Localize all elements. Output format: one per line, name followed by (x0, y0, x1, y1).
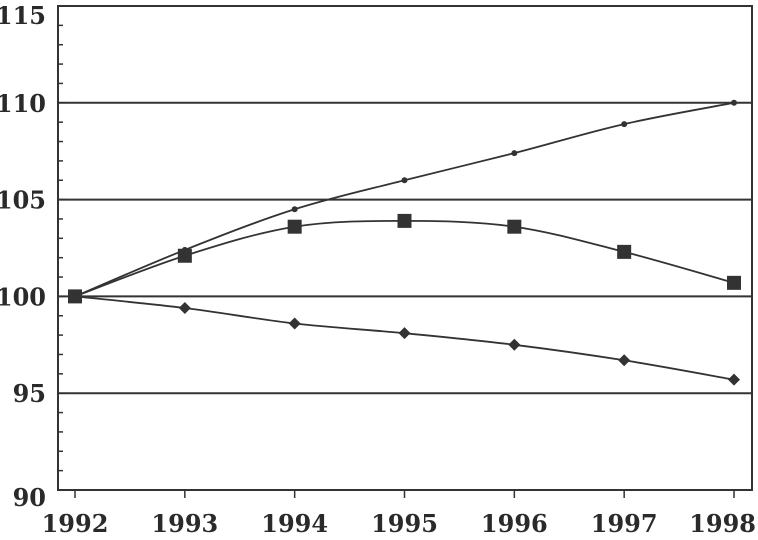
y-tick-label-95: 95 (13, 379, 46, 408)
x-tick-label-1998: 1998 (689, 509, 756, 538)
x-tick-label-1997: 1997 (591, 509, 658, 538)
data-point-dot-1996 (511, 150, 518, 157)
y-tick-label-110: 110 (0, 89, 46, 118)
data-point-square-1993 (177, 248, 192, 263)
data-point-square-1997 (617, 244, 632, 259)
data-point-dot-1997 (621, 121, 628, 128)
data-point-diamond-1995 (398, 327, 411, 340)
x-axis-tick-labels: 1992 1993 1994 1995 1996 1997 1998 (42, 509, 756, 538)
data-point-square-1995 (397, 213, 412, 228)
data-point-dot-1994 (291, 206, 298, 213)
y-tick-label-100: 100 (0, 282, 46, 311)
data-point-square-1994 (287, 219, 302, 234)
series-square (68, 213, 741, 304)
series-line-square (74, 219, 735, 298)
x-tick-label-1994: 1994 (261, 509, 328, 538)
x-tick-label-1995: 1995 (371, 509, 438, 538)
data-point-square-1996 (507, 219, 522, 234)
y-axis-tick-labels: 90 95 100 105 110 115 (0, 1, 46, 512)
data-point-diamond-1992 (69, 290, 81, 303)
axis-minor-ticks (58, 5, 735, 498)
y-tick-label-115: 115 (0, 1, 46, 30)
data-point-diamond-1994 (288, 317, 301, 330)
plot-frame (57, 5, 753, 491)
data-point-diamond-1996 (508, 338, 521, 351)
y-tick-label-105: 105 (0, 186, 46, 215)
data-point-dot-1998 (731, 99, 737, 106)
series-group (68, 99, 741, 386)
data-point-diamond-1993 (178, 302, 191, 315)
grid-lines (58, 101, 752, 395)
x-tick-label-1993: 1993 (151, 509, 218, 538)
data-point-dot-1995 (401, 177, 408, 184)
data-point-square-1998 (727, 275, 741, 290)
x-tick-label-1992: 1992 (42, 509, 109, 538)
y-tick-label-90: 90 (13, 483, 46, 512)
series-diamond (69, 290, 740, 386)
data-point-diamond-1997 (618, 354, 631, 367)
data-point-diamond-1998 (728, 373, 740, 386)
x-tick-label-1996: 1996 (481, 509, 548, 538)
